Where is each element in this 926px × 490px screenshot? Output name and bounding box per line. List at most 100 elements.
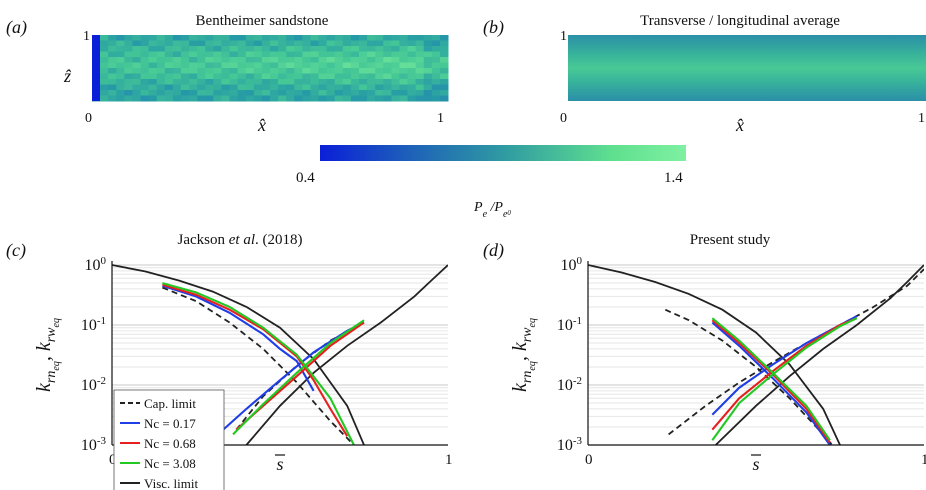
series-line-visc-limit-krw: [715, 264, 924, 445]
heatmap-a-cell: [108, 46, 117, 52]
heatmap-a-cell: [439, 95, 449, 102]
y-axis-label: krneq, krweq: [33, 318, 62, 392]
heatmap-a-cell: [172, 35, 182, 41]
heatmap-a-cell: [326, 40, 336, 47]
heatmap-a-cell: [261, 68, 271, 74]
heatmap-a-cell: [286, 51, 295, 58]
heatmap-a-cell: [140, 95, 150, 102]
series-group: [588, 264, 924, 445]
heatmap-a-cell: [253, 62, 263, 69]
heatmap-a-cell: [164, 57, 174, 63]
heatmap-a-cell: [415, 35, 425, 41]
heatmap-a-cell: [132, 35, 142, 41]
heatmap-a-cell: [221, 90, 231, 96]
heatmap-a-cell: [407, 46, 417, 52]
heatmap-a-cell: [367, 73, 376, 80]
heatmap-a-cell: [375, 73, 384, 80]
heatmap-a-cell: [310, 51, 320, 58]
heatmap-a-cell: [245, 73, 255, 80]
heatmap-a-cell: [124, 84, 133, 91]
y-tick-label: 100: [561, 255, 583, 274]
panel-d-title: Present study: [690, 232, 771, 248]
heatmap-a-cell: [253, 51, 263, 58]
heatmap-a-cell: [261, 73, 271, 80]
heatmap-a-cell: [100, 68, 109, 74]
heatmap-a-cell: [302, 51, 311, 58]
heatmap-a-cell: [261, 57, 271, 63]
x-tick-label: 0: [109, 452, 117, 468]
heatmap-a-cell: [189, 73, 198, 80]
heatmap-a-cell: [156, 40, 166, 47]
heatmap-a-cell: [181, 90, 190, 96]
heatmap-a-cell: [439, 46, 449, 52]
heatmap-a-cell: [108, 95, 117, 102]
heatmap-a-cell: [205, 68, 214, 74]
heatmap-a-cell: [261, 79, 271, 85]
heatmap-a-cell: [334, 35, 344, 41]
heatmap-a-cell: [229, 73, 239, 80]
heatmap-a-cell: [270, 35, 279, 41]
heatmap-a-cell: [391, 84, 400, 91]
heatmap-a-cell: [286, 95, 295, 102]
heatmap-a-cell: [156, 35, 166, 41]
heatmap-a-cell: [399, 62, 409, 69]
heatmap-a-cell: [197, 95, 206, 102]
heatmap-a-cell: [407, 73, 417, 80]
heatmap-a-cell: [237, 51, 247, 58]
heatmap-a-cell: [189, 40, 198, 47]
heatmap-a-cell: [310, 73, 320, 80]
heatmap-a-cell: [100, 46, 109, 52]
heatmap-a-inlet-strip: [92, 35, 100, 101]
heatmap-a-cell: [399, 84, 409, 91]
heatmap-a-cell: [415, 62, 425, 69]
heatmap-a-cell: [124, 57, 133, 63]
y-tick-label: 100: [85, 255, 107, 274]
heatmap-a-cell: [318, 95, 328, 102]
heatmap-a-cell: [350, 90, 360, 96]
heatmap-a-cell: [278, 90, 287, 96]
heatmap-a-cell: [350, 51, 360, 58]
heatmap-a-cell: [197, 90, 206, 96]
heatmap-a-cell: [383, 68, 392, 74]
heatmap-a-cell: [205, 84, 214, 91]
heatmap-a-cell: [229, 46, 239, 52]
heatmap-a-cell: [359, 84, 368, 91]
panel-c: (c) Jackson et al. (2018) 100 10-1 10-2 10-…: [6, 232, 453, 490]
heatmap-a-cell: [181, 62, 190, 69]
heatmap-a-cell: [124, 73, 133, 80]
heatmap-a-cell: [383, 62, 392, 69]
heatmap-a-cell: [375, 84, 384, 91]
heatmap-a-cell: [334, 84, 344, 91]
heatmap-a-cell: [334, 40, 344, 47]
colorbar: 0.4 1.4 Pe /Pe0: [296, 145, 686, 220]
heatmap-a-cell: [423, 51, 433, 58]
heatmap-a-cell: [286, 40, 295, 47]
heatmap-a-cell: [205, 35, 214, 41]
heatmap-a-cell: [302, 35, 311, 41]
heatmap-a-cell: [294, 95, 303, 102]
heatmap-a-cell: [108, 79, 117, 85]
heatmap-a-cell: [359, 90, 368, 96]
heatmap-a-cell: [334, 90, 344, 96]
heatmap-a-cell: [197, 57, 206, 63]
heatmap-a-cell: [205, 95, 214, 102]
heatmap-a-cell: [375, 46, 384, 52]
heatmap-a-cell: [367, 62, 376, 69]
heatmap-a-cell: [172, 68, 182, 74]
heatmap-a-cell: [245, 79, 255, 85]
heatmap-a-cell: [367, 68, 376, 74]
heatmap-a-cell: [294, 79, 303, 85]
heatmap-a-cell: [172, 62, 182, 69]
heatmap-a-cell: [253, 57, 263, 63]
heatmap-a-cell: [237, 46, 247, 52]
heatmap-a-cell: [423, 79, 433, 85]
panel-b-xtick-0: 0: [560, 111, 567, 126]
heatmap-a-cell: [375, 40, 384, 47]
heatmap-a-cell: [229, 57, 239, 63]
heatmap-a-cell: [221, 35, 231, 41]
heatmap-a-cell: [229, 40, 239, 47]
heatmap-a-cell: [399, 46, 409, 52]
heatmap-a-cell: [318, 51, 328, 58]
heatmap-a-cell: [124, 68, 133, 74]
heatmap-a-cell: [310, 68, 320, 74]
